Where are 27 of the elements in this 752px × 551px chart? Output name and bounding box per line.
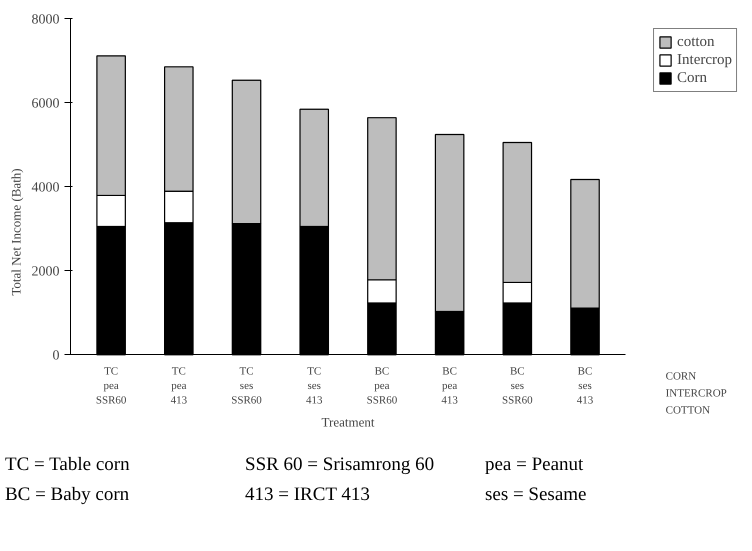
text: INTERCROP bbox=[666, 388, 727, 400]
text: pea = Peanut bbox=[485, 454, 584, 475]
text: 413 = IRCT 413 bbox=[245, 484, 370, 505]
x-axis-title: Treatment bbox=[322, 414, 375, 430]
x-tick-label: TC pea 413 bbox=[170, 366, 188, 407]
x-tick-label: TC pea SSR60 bbox=[96, 366, 127, 407]
text: ses = Sesame bbox=[485, 484, 586, 505]
text: BC = Baby corn bbox=[5, 484, 130, 505]
x-tick-label: TC ses 413 bbox=[306, 366, 323, 407]
text: SSR 60 = Srisamrong 60 bbox=[245, 454, 434, 475]
legend-label: Corn bbox=[677, 69, 708, 87]
x-tick-label: BC pea 413 bbox=[441, 366, 458, 407]
y-tick-label: 8000 bbox=[32, 12, 60, 28]
y-axis-title: Total Net Income (Bath) bbox=[8, 168, 24, 296]
y-tick-label: 2000 bbox=[32, 264, 60, 280]
x-tick-label: TC ses SSR60 bbox=[231, 366, 262, 407]
x-tick-label: BC ses SSR60 bbox=[502, 366, 534, 407]
text: COTTON bbox=[666, 404, 710, 417]
y-tick-label: 4000 bbox=[32, 180, 60, 196]
y-tick-label: 0 bbox=[52, 348, 60, 364]
x-tick-label: BC ses 413 bbox=[576, 366, 594, 407]
text: CORN bbox=[666, 370, 696, 383]
x-tick-label: BC pea SSR60 bbox=[366, 366, 398, 407]
text: TC = Table corn bbox=[5, 454, 130, 475]
legend-label: cotton bbox=[677, 33, 715, 51]
y-tick-label: 6000 bbox=[32, 96, 60, 112]
legend-label: Intercrop bbox=[677, 51, 732, 69]
